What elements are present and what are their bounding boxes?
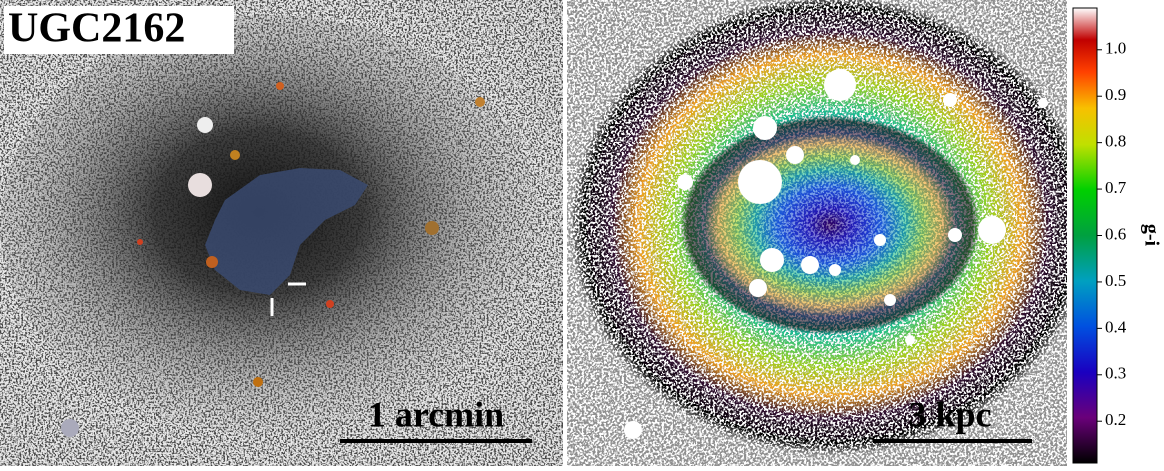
scale-label: 3 kpc bbox=[908, 394, 991, 434]
left-image bbox=[0, 0, 563, 466]
colorbar-tick-label: 0.9 bbox=[1105, 85, 1126, 104]
colorbar-tick-label: 0.8 bbox=[1105, 132, 1126, 151]
title: UGC2162 bbox=[8, 6, 185, 52]
colorbar bbox=[1072, 7, 1098, 464]
colorbar-label: g-i bbox=[1140, 224, 1162, 247]
colorbar-tick-label: 0.3 bbox=[1105, 364, 1126, 383]
colorbar-tick-label: 0.7 bbox=[1105, 178, 1127, 197]
colorbar-tick-label: 0.4 bbox=[1105, 317, 1127, 336]
colorbar-tick-label: 0.5 bbox=[1105, 271, 1126, 290]
colorbar-tick-label: 0.2 bbox=[1105, 410, 1126, 429]
colorbar-tick-label: 0.6 bbox=[1105, 224, 1126, 243]
right-image bbox=[567, 0, 1067, 466]
colorbar-tick-label: 1.0 bbox=[1105, 39, 1126, 58]
scale-label: 1 arcmin bbox=[368, 394, 504, 434]
